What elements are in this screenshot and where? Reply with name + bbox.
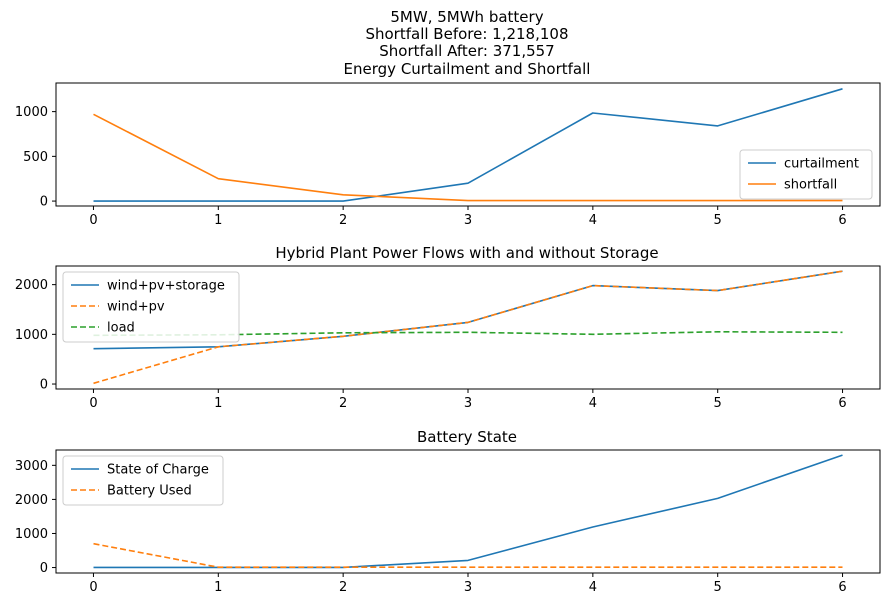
x-tick-label: 3 bbox=[464, 580, 472, 595]
power-flows-chart: Hybrid Plant Power Flows with and withou… bbox=[15, 244, 881, 411]
legend: State of Charge Battery Used bbox=[62, 455, 224, 506]
x-tick-label: 0 bbox=[89, 213, 97, 228]
battery-state-chart: Battery State 0 1 2 3 4 5 6 0 1000 2000 3000 State … bbox=[15, 428, 881, 595]
x-tick-label: 4 bbox=[589, 580, 597, 595]
series-line-shortfall bbox=[93, 113, 843, 202]
legend-label: curtailment bbox=[784, 157, 859, 172]
legend-label: shortfall bbox=[784, 178, 837, 193]
chart-title: Hybrid Plant Power Flows with and withou… bbox=[275, 244, 658, 262]
x-tick-label: 2 bbox=[339, 396, 347, 411]
x-tick-label: 6 bbox=[838, 396, 846, 411]
y-tick-label: 0 bbox=[40, 378, 48, 393]
chart-title: Energy Curtailment and Shortfall bbox=[344, 60, 591, 78]
x-tick-label: 2 bbox=[339, 213, 347, 228]
y-tick-label: 2000 bbox=[15, 278, 48, 293]
chart-title: Battery State bbox=[417, 428, 517, 446]
plot-frame bbox=[55, 265, 881, 390]
x-tick-label: 5 bbox=[714, 580, 722, 595]
figure-title-line-3: Shortfall After: 371,557 bbox=[379, 42, 554, 60]
legend-box bbox=[62, 455, 224, 506]
series-line-load bbox=[93, 330, 843, 337]
x-tick-label: 3 bbox=[464, 396, 472, 411]
legend-label: wind+pv bbox=[107, 300, 165, 315]
figure-title: 5MW, 5MWh battery Shortfall Before: 1,21… bbox=[365, 8, 568, 60]
series-line-battery-used bbox=[93, 542, 843, 569]
figure-title-line-2: Shortfall Before: 1,218,108 bbox=[365, 25, 568, 43]
legend-box bbox=[62, 271, 240, 343]
x-tick-label: 5 bbox=[714, 396, 722, 411]
curtailment-shortfall-chart: Energy Curtailment and Shortfall 0 1 2 3 4 5 6… bbox=[15, 60, 881, 228]
x-tick-label: 6 bbox=[838, 580, 846, 595]
y-tick-label: 1000 bbox=[15, 527, 48, 542]
x-tick-label: 1 bbox=[214, 396, 222, 411]
x-tick-label: 1 bbox=[214, 213, 222, 228]
series-line-wind-pv bbox=[93, 270, 843, 385]
x-tick-label: 3 bbox=[464, 213, 472, 228]
y-tick-label: 1000 bbox=[15, 105, 48, 120]
plot-frame bbox=[55, 449, 881, 574]
legend-label: State of Charge bbox=[107, 463, 209, 478]
x-tick-label: 5 bbox=[714, 213, 722, 228]
y-tick-label: 2000 bbox=[15, 493, 48, 508]
x-tick-label: 0 bbox=[89, 396, 97, 411]
plot-frame bbox=[55, 82, 881, 207]
figure-title-line-1: 5MW, 5MWh battery bbox=[390, 8, 543, 26]
x-tick-label: 1 bbox=[214, 580, 222, 595]
x-tick-label: 2 bbox=[339, 580, 347, 595]
legend-label: wind+pv+storage bbox=[107, 279, 225, 294]
y-tick-label: 0 bbox=[40, 561, 48, 576]
y-tick-label: 500 bbox=[23, 150, 48, 165]
series-line-curtailment bbox=[93, 88, 843, 202]
y-tick-label: 0 bbox=[40, 195, 48, 210]
x-tick-label: 4 bbox=[589, 213, 597, 228]
legend-label: load bbox=[107, 321, 135, 336]
x-tick-label: 0 bbox=[89, 580, 97, 595]
y-tick-label: 1000 bbox=[15, 328, 48, 343]
legend: wind+pv+storage wind+pv load bbox=[62, 271, 240, 343]
y-tick-label: 3000 bbox=[15, 459, 48, 474]
legend: curtailment shortfall bbox=[739, 149, 873, 200]
x-tick-label: 4 bbox=[589, 396, 597, 411]
x-tick-label: 6 bbox=[838, 213, 846, 228]
legend-label: Battery Used bbox=[107, 484, 192, 499]
